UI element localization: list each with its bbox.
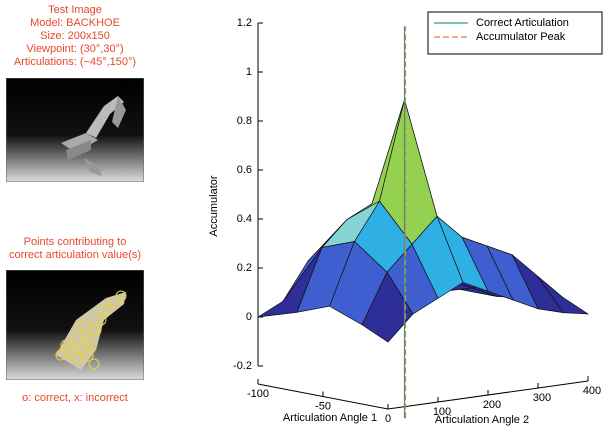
caption-line: Size: 200x150 <box>0 30 150 43</box>
y-tick-label: 400 <box>583 385 601 397</box>
legend-label: Correct Articulation <box>476 17 569 29</box>
points-caption: Points contributing to correct articulat… <box>0 236 150 262</box>
caption-line: correct articulation value(s) <box>0 249 150 262</box>
caption-line: Test Image <box>0 4 150 17</box>
caption-line: Viewpoint: (30°,30°) <box>0 43 150 56</box>
marker-note: o: correct, x: incorrect <box>0 392 150 405</box>
caption-line: Model: BACKHOE <box>0 17 150 30</box>
x-tick-label: -100 <box>247 388 269 400</box>
test-image-caption: Test Image Model: BACKHOE Size: 200x150 … <box>0 4 150 69</box>
caption-line: Points contributing to <box>0 236 150 249</box>
caption-line: Articulations: (−45°,150°) <box>0 56 150 69</box>
z-tick-label: 1.2 <box>237 17 252 29</box>
surface-chart: -0.2 0 0.2 0.4 0.6 0.8 1 1.2 Accumulator -100 -50 0… <box>150 0 615 428</box>
z-tick-label: 0.4 <box>237 213 252 225</box>
z-tick-label: 0.2 <box>237 262 252 274</box>
z-axis-label: Accumulator <box>208 175 220 236</box>
points-image <box>6 270 144 380</box>
test-image <box>6 78 144 182</box>
z-tick-label: 1 <box>246 66 252 78</box>
y-tick-label: 300 <box>533 392 551 404</box>
z-tick-label: -0.2 <box>233 360 252 372</box>
z-tick-label: 0 <box>246 311 252 323</box>
legend-label: Accumulator Peak <box>476 31 566 43</box>
z-tick-label: 0.8 <box>237 115 252 127</box>
figure: Test Image Model: BACKHOE Size: 200x150 … <box>0 0 615 428</box>
y-tick-label: 200 <box>483 399 501 411</box>
x-tick-label: 0 <box>385 413 391 425</box>
y-axis-label: Articulation Angle 2 <box>435 414 529 426</box>
x-axis-label: Articulation Angle 1 <box>283 412 377 424</box>
z-tick-label: 0.6 <box>237 164 252 176</box>
x-tick-label: -50 <box>315 400 331 412</box>
